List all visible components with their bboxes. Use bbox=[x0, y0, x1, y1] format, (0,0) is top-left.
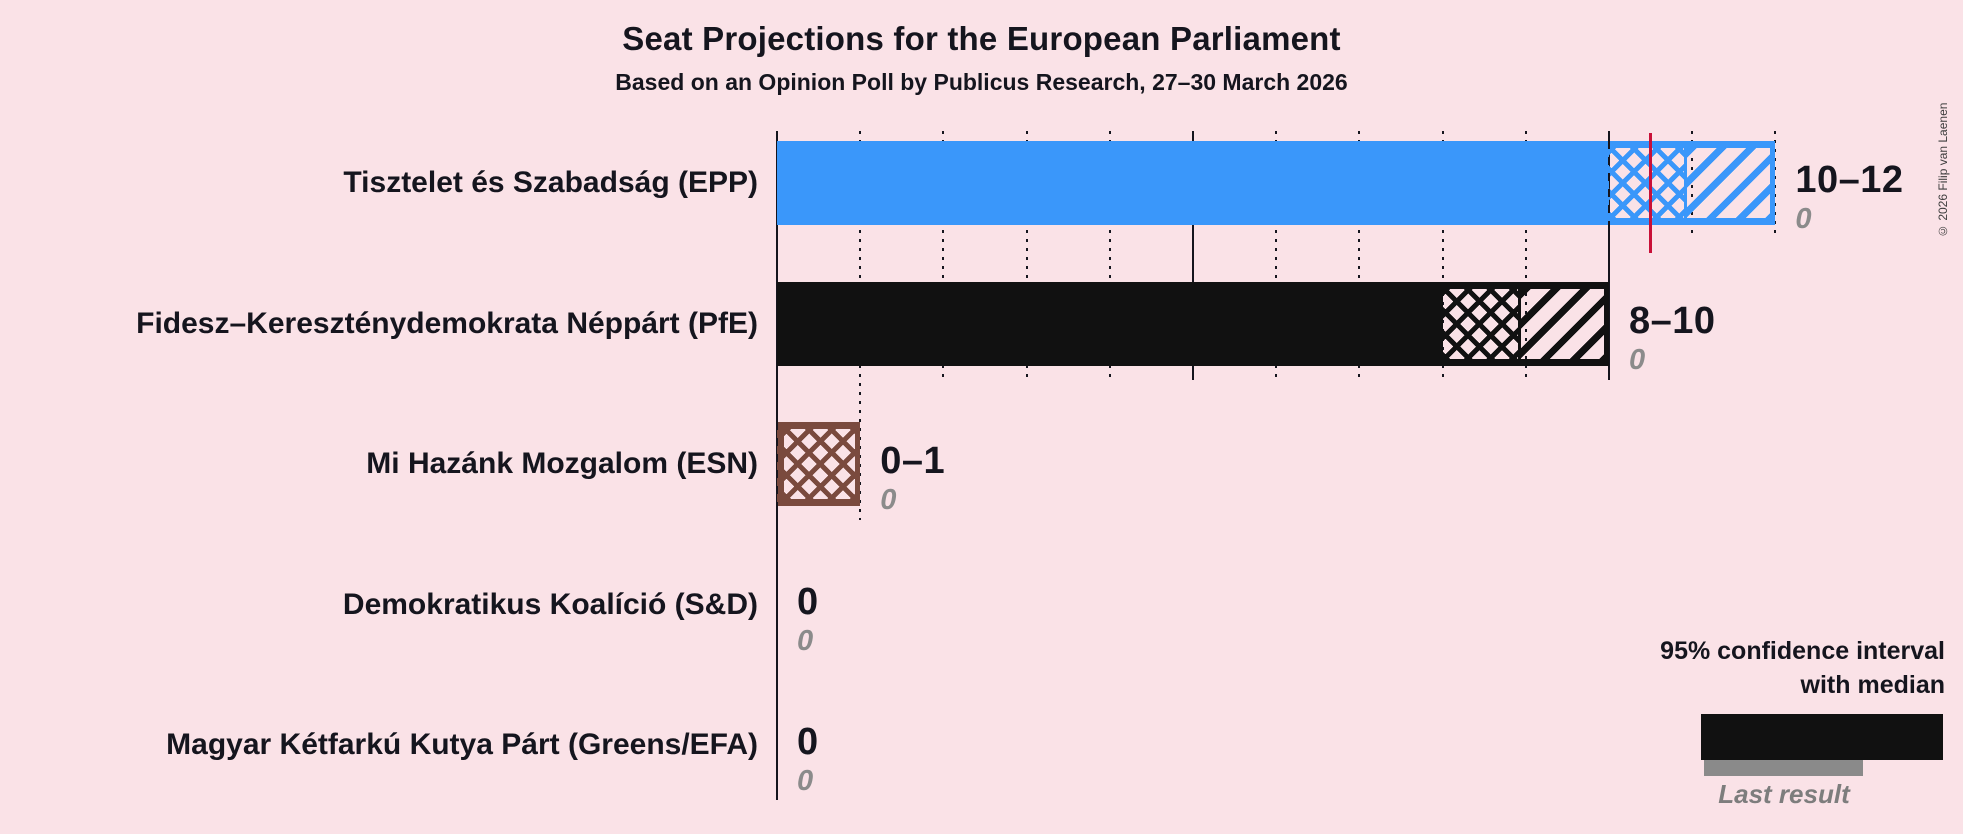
diagonal-hatch-region bbox=[1687, 148, 1771, 218]
last-result-label: 0 bbox=[1795, 203, 1812, 235]
ci-bar-solid bbox=[777, 281, 1443, 366]
chart-title: Seat Projections for the European Parlia… bbox=[622, 20, 1341, 57]
legend-diagonal-hatch bbox=[1900, 719, 1938, 755]
party-label: Magyar Kétfarkú Kutya Párt (Greens/EFA) bbox=[166, 728, 758, 761]
hatch-separator bbox=[1684, 148, 1688, 218]
crosshatch-region bbox=[1442, 288, 1518, 359]
gridline-6 bbox=[1275, 131, 1278, 380]
ci-bar bbox=[777, 422, 861, 506]
gridline-10-dashed bbox=[1608, 141, 1610, 225]
last-result-label: 0 bbox=[880, 484, 897, 516]
last-result-label: 0 bbox=[797, 765, 814, 797]
ci-range-label: 0 bbox=[797, 721, 819, 763]
chart-subtitle: Based on an Opinion Poll by Publicus Res… bbox=[615, 69, 1348, 95]
gridline-4 bbox=[1108, 131, 1111, 380]
gridline-3 bbox=[1025, 131, 1028, 380]
ci-range-label: 10–12 bbox=[1795, 159, 1904, 201]
legend-ci-label: 95% confidence interval with median bbox=[1445, 634, 1945, 702]
median-line bbox=[1649, 133, 1653, 253]
ci-bar-hatch bbox=[777, 422, 861, 506]
ci-range-label: 8–10 bbox=[1629, 299, 1716, 342]
gridline-7 bbox=[1358, 131, 1361, 380]
last-result-label: 0 bbox=[1629, 343, 1646, 376]
legend-hatch-sample bbox=[1823, 714, 1943, 760]
legend-crosshatch bbox=[1823, 719, 1897, 755]
gridline-9 bbox=[1524, 131, 1527, 380]
legend-ci-line2: with median bbox=[1800, 671, 1945, 699]
ci-bar bbox=[777, 281, 1609, 366]
legend-ci-line1: 95% confidence interval bbox=[1660, 637, 1945, 665]
ci-bar-hatch bbox=[1442, 281, 1609, 366]
legend-ci-sample-bar bbox=[1701, 714, 1943, 760]
last-result-label: 0 bbox=[797, 624, 814, 657]
ci-bar-solid bbox=[777, 141, 1609, 225]
ci-bar-hatch bbox=[1609, 141, 1776, 225]
ci-range-label: 0–1 bbox=[880, 440, 946, 482]
gridline-8 bbox=[1441, 131, 1444, 380]
legend-last-result-bar bbox=[1704, 760, 1863, 776]
gridline-2 bbox=[942, 131, 945, 380]
party-label: Tisztelet és Szabadság (EPP) bbox=[343, 166, 758, 199]
gridline-12 bbox=[1774, 131, 1777, 239]
legend-hatch-separator bbox=[1897, 719, 1900, 755]
gridline-10 bbox=[1608, 131, 1610, 380]
diagonal-hatch-region bbox=[1520, 288, 1604, 359]
party-label: Fidesz–Kereszténydemokrata Néppárt (PfE) bbox=[136, 306, 758, 340]
hatch-separator bbox=[1517, 288, 1521, 359]
crosshatch-region bbox=[784, 429, 856, 499]
party-label: Demokratikus Koalíció (S&D) bbox=[342, 587, 758, 621]
ci-range-label: 0 bbox=[797, 580, 819, 623]
party-label: Mi Hazánk Mozgalom (ESN) bbox=[366, 447, 758, 480]
crosshatch-region bbox=[1609, 148, 1685, 218]
gridline-0-dashed bbox=[776, 422, 778, 506]
ci-bar bbox=[777, 141, 1776, 225]
gridline-5 bbox=[1192, 131, 1194, 380]
legend-last-result-label: Last result bbox=[1718, 779, 1850, 809]
